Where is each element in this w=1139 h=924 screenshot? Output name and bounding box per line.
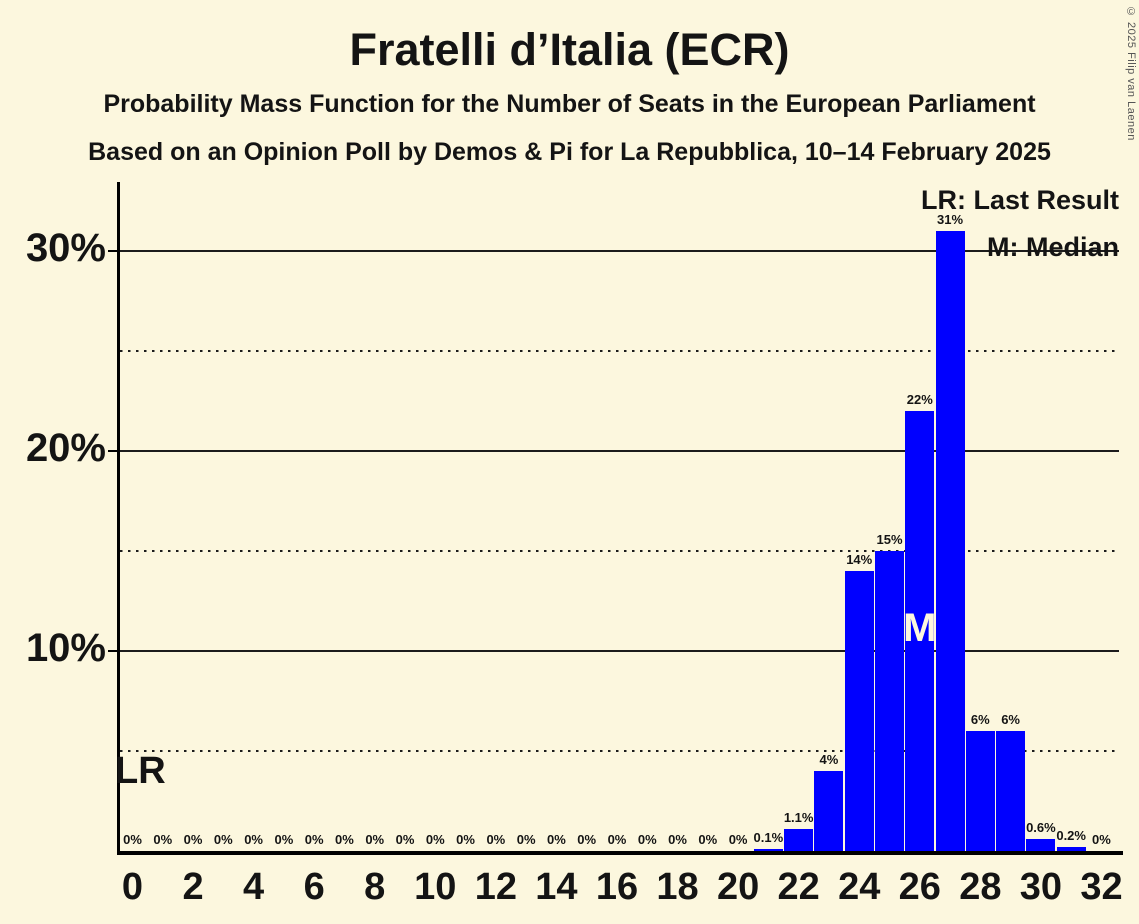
gridline-solid — [120, 250, 1119, 252]
bar-value-label: 15% — [876, 532, 903, 547]
bar-value-label: 4% — [819, 752, 839, 767]
bar-seat-24 — [844, 571, 874, 851]
y-tick-label: 10% — [25, 626, 106, 670]
x-tick-label: 12 — [474, 866, 517, 908]
legend-last-result: LR: Last Result — [920, 185, 1119, 215]
gridline-solid — [120, 650, 1119, 652]
x-tick-label: 18 — [656, 866, 699, 908]
bar-value-label: 0% — [547, 832, 566, 847]
x-axis-line — [117, 851, 1123, 855]
x-tick-label: 2 — [182, 866, 204, 908]
bar-value-label: 0.2% — [1056, 828, 1086, 843]
bar-value-label: 6% — [1001, 712, 1020, 727]
x-axis-label-group: 0 2 4 6 8 10 12 14 16 18 20 22 24 26 28 30 32 — [120, 866, 1139, 916]
legend-median: M: Median — [987, 232, 1119, 262]
bar-seat-22 — [784, 829, 814, 851]
bar-value-label: 0% — [123, 832, 142, 847]
bar-seat-25 — [875, 551, 904, 851]
gridline-dotted — [120, 750, 1119, 752]
x-tick-label: 10 — [414, 866, 457, 908]
bar-value-label: 0% — [365, 832, 385, 847]
x-tick-label: 24 — [838, 866, 881, 908]
x-tick-label: 32 — [1080, 866, 1123, 908]
bar-value-label: 0% — [698, 832, 718, 847]
bar-value-label: 0% — [607, 832, 627, 847]
bar-seat-29 — [996, 731, 1026, 851]
bar-value-label: 0% — [577, 832, 597, 847]
x-tick-label: 22 — [777, 866, 820, 908]
x-tick-label: 6 — [303, 866, 325, 908]
copyright-text: © 2025 Filip van Laenen — [1125, 6, 1137, 141]
chart-subtitle-line1: Probability Mass Function for the Number… — [103, 90, 1036, 118]
y-tick-label: 20% — [25, 426, 106, 470]
x-tick-label: 28 — [959, 866, 1002, 908]
bar-value-label: 0% — [637, 832, 657, 847]
bar-value-label: 0% — [183, 832, 203, 847]
plot-area: 0% 0% 0% 0% 0% 0% 0% 0% 0% 0% 0% 0% 0% 0% 0% 0% 0% 0% 0% 0%… — [108, 182, 1123, 855]
bar-value-label: 0.6% — [1026, 820, 1056, 835]
y-axis-tick — [108, 250, 118, 252]
bar-value-label: 0% — [1092, 832, 1111, 847]
bar-value-label: 0.1% — [753, 830, 784, 845]
bar-value-label: 0% — [395, 832, 415, 847]
bar-value-label: 0% — [456, 832, 475, 847]
x-tick-label: 14 — [535, 866, 578, 908]
chart-title: Fratelli d’Italia (ECR) — [349, 24, 790, 75]
y-axis-line — [117, 182, 120, 855]
chart-subtitle-line2: Based on an Opinion Poll by Demos & Pi f… — [88, 138, 1051, 166]
bar-seat-23 — [814, 771, 844, 851]
x-tick-label: 16 — [595, 866, 639, 908]
bar-value-label: 31% — [937, 212, 964, 227]
x-tick-label: 4 — [243, 866, 265, 908]
gridline-dotted — [120, 350, 1119, 352]
bar-value-label: 14% — [846, 552, 873, 567]
x-tick-label: 0 — [121, 866, 144, 908]
y-tick-label: 30% — [25, 226, 106, 270]
bar-value-label: 6% — [970, 712, 990, 727]
bar-value-label: 0% — [153, 832, 173, 847]
x-tick-label: 8 — [364, 866, 386, 908]
bar-value-label: 0% — [728, 832, 748, 847]
bar-value-label: 0% — [425, 832, 445, 847]
y-axis-tick — [108, 450, 118, 452]
bar-seat-26 — [905, 411, 935, 851]
bar-value-label: 0% — [213, 832, 233, 847]
bar-value-label: 22% — [906, 392, 933, 407]
bar-seat-21 — [753, 849, 783, 851]
bar-value-label: 0% — [668, 832, 687, 847]
x-tick-label: 30 — [1019, 866, 1063, 908]
gridline-dotted — [120, 550, 1119, 552]
median-marker: M — [903, 606, 937, 650]
bar-value-label: 0% — [335, 832, 354, 847]
x-tick-label: 20 — [716, 866, 760, 908]
gridline-solid — [120, 450, 1119, 452]
bar-value-label: 0% — [274, 832, 294, 847]
bar-value-label: 0% — [486, 832, 506, 847]
bar-seat-28 — [965, 731, 995, 851]
bar-seat-30 — [1026, 839, 1056, 851]
bar-value-label: 0% — [244, 832, 263, 847]
y-axis-tick — [108, 650, 118, 652]
last-result-annotation: LR — [115, 750, 166, 792]
bar-value-label: 0% — [516, 832, 536, 847]
x-tick-label: 26 — [898, 866, 941, 908]
bar-value-label: 1.1% — [783, 810, 814, 825]
bar-value-label: 0% — [304, 832, 324, 847]
bar-seat-27 — [935, 231, 965, 851]
bar-seat-31 — [1056, 847, 1086, 851]
